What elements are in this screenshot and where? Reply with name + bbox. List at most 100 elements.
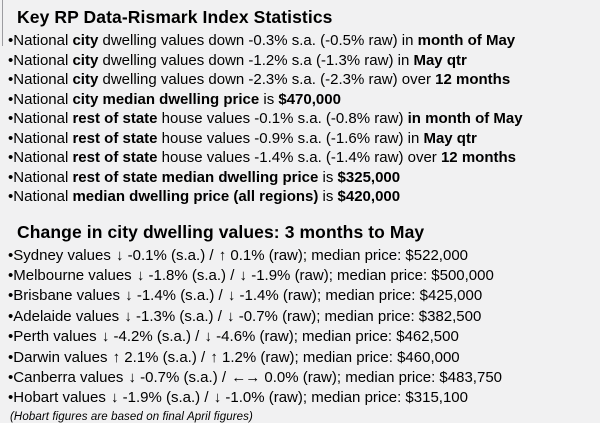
text: 0.0% (raw); median price: $483,750 bbox=[260, 368, 502, 386]
left-edge-line bbox=[2, 0, 3, 46]
text: National bbox=[13, 188, 73, 205]
bold-text: city median dwelling price bbox=[72, 90, 260, 108]
bullet-marker: • bbox=[8, 51, 14, 69]
down-arrow-icon: ↓ bbox=[124, 307, 131, 325]
list-item: •Brisbane values ↓ -1.4% (s.a.) / ↓ -1.4… bbox=[8, 286, 600, 306]
text: Adelaide values bbox=[13, 307, 124, 325]
bold-text: May qtr bbox=[423, 129, 477, 147]
down-arrow-icon: ↓ bbox=[116, 246, 123, 264]
up-arrow-icon: ↑ bbox=[218, 246, 226, 264]
down-arrow-icon: ↓ bbox=[125, 287, 132, 305]
text: National bbox=[13, 110, 73, 127]
list-item: •National city dwelling values down -2.3… bbox=[8, 70, 600, 90]
down-arrow-icon: ↓ bbox=[239, 266, 247, 284]
list-item: •National rest of state house values -0.… bbox=[8, 129, 600, 149]
text: National bbox=[13, 32, 73, 49]
text: -4.2% (s.a.) / bbox=[109, 328, 204, 346]
text: -1.3% (s.a.) / bbox=[131, 307, 227, 325]
text: Perth values bbox=[13, 328, 101, 346]
text: Brisbane values bbox=[13, 287, 125, 305]
bullet-marker: • bbox=[8, 110, 14, 127]
text: dwelling values down -2.3% s.a. (-2.3% r… bbox=[98, 71, 436, 88]
up-arrow-icon: ↑ bbox=[210, 348, 217, 366]
down-arrow-icon: ↓ bbox=[110, 389, 118, 407]
down-arrow-icon: ↓ bbox=[227, 287, 235, 305]
bold-text: rest of state bbox=[72, 129, 158, 147]
down-arrow-icon: ↓ bbox=[101, 328, 109, 346]
bold-text: rest of state median dwelling price bbox=[72, 168, 319, 186]
text: National bbox=[13, 71, 73, 88]
bold-text: $325,000 bbox=[337, 168, 401, 186]
list-item: •Hobart values ↓ -1.9% (s.a.) / ↓ -1.0% … bbox=[8, 388, 600, 408]
text: is bbox=[259, 90, 279, 108]
bullet-marker: • bbox=[8, 129, 14, 147]
down-arrow-icon: ↓ bbox=[128, 368, 136, 386]
bullet-marker: • bbox=[8, 368, 14, 386]
list-item: •National rest of state house values -0.… bbox=[8, 109, 600, 129]
text: -1.4% (raw); median price: $425,000 bbox=[235, 287, 483, 305]
down-arrow-icon: ↓ bbox=[227, 307, 234, 325]
text: National bbox=[13, 129, 73, 147]
bullet-marker: • bbox=[8, 32, 14, 49]
left-right-arrow-icon: ←→ bbox=[231, 368, 260, 386]
text: dwelling values down -0.3% s.a. (-0.5% r… bbox=[98, 32, 418, 49]
text: -1.4% (s.a.) / bbox=[132, 287, 227, 305]
text: Sydney values bbox=[13, 246, 115, 264]
text: Darwin values bbox=[13, 348, 112, 366]
list-item: •National median dwelling price (all reg… bbox=[8, 187, 600, 207]
bold-text: $420,000 bbox=[337, 188, 401, 205]
list-item: •Melbourne values ↓ -1.8% (s.a.) / ↓ -1.… bbox=[8, 266, 600, 286]
list-item: •Perth values ↓ -4.2% (s.a.) / ↓ -4.6% (… bbox=[8, 327, 600, 347]
list-item: •National city median dwelling price is … bbox=[8, 90, 600, 110]
city-changes-list: •Sydney values ↓ -0.1% (s.a.) / ↑ 0.1% (… bbox=[0, 243, 600, 409]
bold-text: $470,000 bbox=[278, 90, 341, 108]
bold-text: May qtr bbox=[413, 51, 467, 69]
bullet-marker: • bbox=[8, 168, 14, 186]
list-item: •Sydney values ↓ -0.1% (s.a.) / ↑ 0.1% (… bbox=[8, 246, 600, 266]
text: -1.8% (s.a.) / bbox=[144, 266, 239, 284]
up-arrow-icon: ↑ bbox=[112, 348, 120, 366]
list-item: •Adelaide values ↓ -1.3% (s.a.) / ↓ -0.7… bbox=[8, 307, 600, 327]
bullet-marker: • bbox=[8, 71, 14, 88]
text: is bbox=[318, 168, 338, 186]
text: 2.1% (s.a.) / bbox=[120, 348, 210, 366]
bullet-marker: • bbox=[8, 188, 14, 205]
bullet-marker: • bbox=[8, 266, 14, 284]
text: -1.9% (s.a.) / bbox=[118, 389, 213, 407]
down-arrow-icon: ↓ bbox=[204, 328, 212, 346]
bullet-marker: • bbox=[8, 328, 14, 346]
text: house values -0.1% s.a. (-0.8% raw) bbox=[157, 110, 408, 127]
bold-text: rest of state bbox=[72, 110, 158, 127]
list-item: •National rest of state house values -1.… bbox=[8, 148, 600, 168]
text: National bbox=[13, 90, 73, 108]
bullet-marker: • bbox=[8, 389, 14, 407]
text: National bbox=[13, 168, 73, 186]
bold-text: city bbox=[72, 71, 99, 88]
bold-text: 12 months bbox=[435, 71, 511, 88]
bullet-marker: • bbox=[8, 246, 14, 264]
text: -0.7% (raw); median price: $382,500 bbox=[234, 307, 482, 325]
bullet-marker: • bbox=[8, 149, 14, 166]
list-item: •National rest of state median dwelling … bbox=[8, 168, 600, 188]
list-item: •Canberra values ↓ -0.7% (s.a.) / ←→ 0.0… bbox=[8, 368, 600, 388]
bold-text: city bbox=[72, 51, 99, 69]
text: is bbox=[318, 188, 338, 205]
list-item: •Darwin values ↑ 2.1% (s.a.) / ↑ 1.2% (r… bbox=[8, 348, 600, 368]
text: house values -1.4% s.a. (-1.4% raw) over bbox=[157, 149, 441, 166]
national-stats-list: •National city dwelling values down -0.3… bbox=[0, 28, 600, 207]
text: Melbourne values bbox=[13, 266, 136, 284]
text: dwelling values down -1.2% s.a (-1.3% ra… bbox=[98, 51, 414, 69]
bullet-marker: • bbox=[8, 90, 14, 108]
text: National bbox=[13, 149, 73, 166]
footnote: (Hobart figures are based on final April… bbox=[10, 410, 253, 423]
text: -0.1% (s.a.) / bbox=[123, 246, 218, 264]
text: -4.6% (raw); median price: $462,500 bbox=[212, 328, 459, 346]
text: Hobart values bbox=[13, 389, 110, 407]
bold-text: 12 months bbox=[440, 149, 516, 166]
text: National bbox=[13, 51, 73, 69]
bullet-marker: • bbox=[8, 307, 14, 325]
bold-text: rest of state bbox=[72, 149, 158, 166]
text: Canberra values bbox=[13, 368, 128, 386]
text: -1.9% (raw); median price: $500,000 bbox=[247, 266, 494, 284]
